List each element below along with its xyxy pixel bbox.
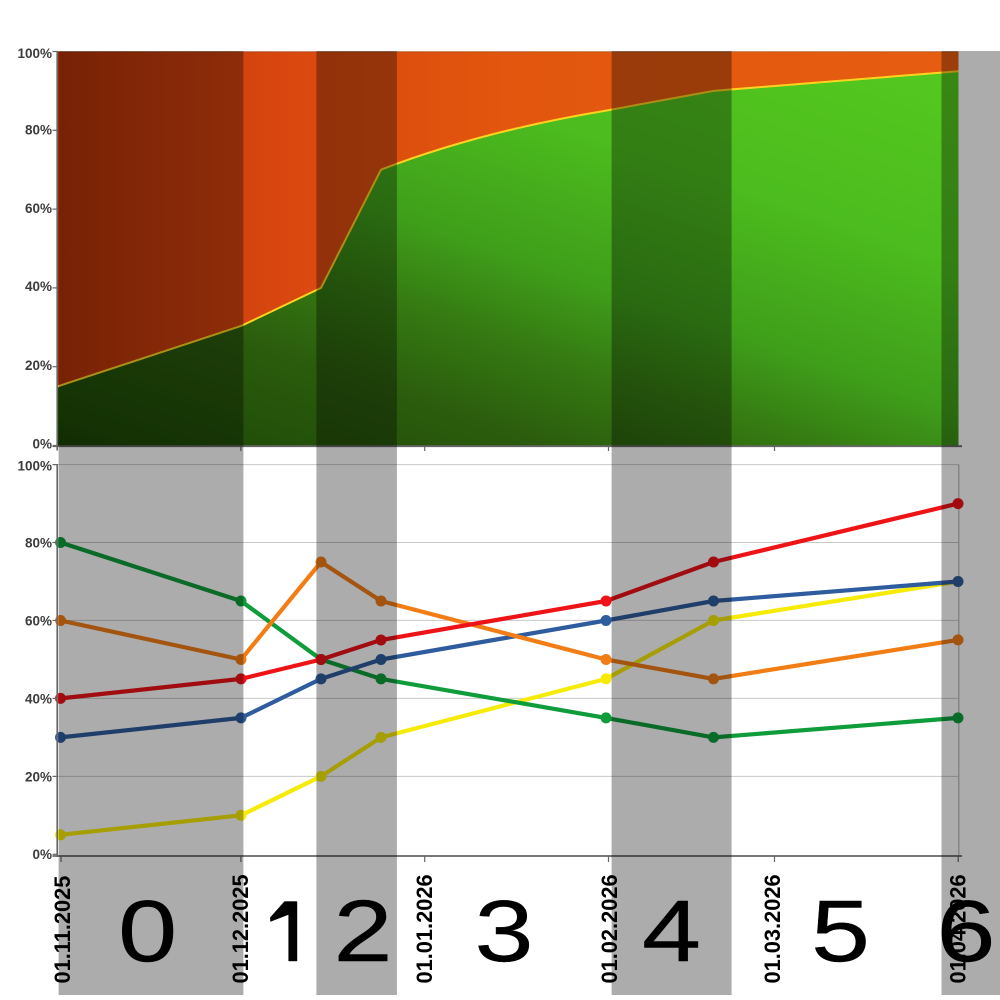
svg-text:01.11.2025: 01.11.2025 [50, 876, 75, 984]
svg-text:20%: 20% [25, 358, 52, 373]
svg-text:2: 2 [333, 882, 392, 980]
svg-text:5: 5 [811, 882, 870, 980]
svg-text:6: 6 [936, 882, 995, 980]
svg-text:0%: 0% [32, 847, 52, 862]
svg-text:100%: 100% [17, 458, 52, 473]
svg-text:4: 4 [642, 882, 701, 980]
svg-text:60%: 60% [25, 201, 52, 216]
svg-text:80%: 80% [25, 536, 52, 551]
svg-text:3: 3 [474, 882, 533, 980]
svg-text:40%: 40% [25, 279, 52, 294]
svg-text:60%: 60% [25, 614, 52, 629]
svg-text:01.02.2026: 01.02.2026 [597, 874, 622, 983]
svg-text:40%: 40% [25, 692, 52, 707]
svg-text:01.04.2026: 01.04.2026 [945, 874, 970, 983]
svg-text:01.01.2026: 01.01.2026 [412, 874, 437, 983]
svg-text:80%: 80% [25, 123, 52, 138]
svg-text:0%: 0% [32, 437, 52, 452]
svg-text:01.12.2025: 01.12.2025 [228, 874, 253, 983]
svg-text:01.03.2026: 01.03.2026 [760, 874, 785, 983]
svg-text:0: 0 [118, 882, 177, 980]
svg-text:100%: 100% [17, 46, 52, 61]
svg-text:20%: 20% [25, 770, 52, 785]
